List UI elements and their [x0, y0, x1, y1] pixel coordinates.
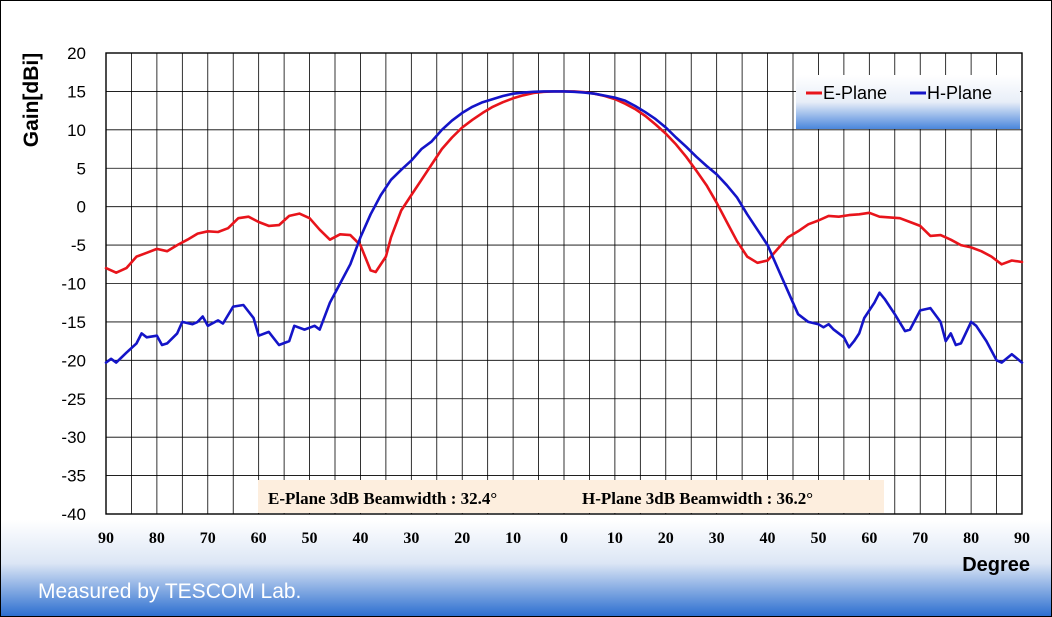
y-tick-label: -30 — [61, 428, 86, 447]
footer-text: Measured by TESCOM Lab. — [38, 580, 301, 603]
series-line-h-plane — [104, 90, 1024, 364]
x-tick-label: 70 — [912, 530, 928, 547]
x-axis-label: Degree — [962, 554, 1030, 576]
y-tick-label: -40 — [61, 505, 86, 524]
legend-label-e-plane: E-Plane — [823, 83, 887, 103]
x-tick-label: 10 — [607, 530, 623, 547]
x-tick-label: 0 — [560, 530, 568, 547]
x-tick-label: 30 — [403, 530, 419, 547]
legend: E-Plane H-Plane — [796, 75, 1020, 129]
x-tick-label: 40 — [352, 530, 368, 547]
y-tick-label: 5 — [77, 159, 86, 178]
x-tick-label: 20 — [454, 530, 470, 547]
y-tick-label: 20 — [67, 44, 86, 63]
y-axis-ticks: 20 15 10 5 0 -5 -10 -15 -20 -25 -30 -35 -40 — [61, 44, 86, 524]
y-axis-label: Gain[dBi] — [20, 53, 43, 148]
grid — [106, 53, 1022, 514]
x-tick-label: 90 — [1014, 530, 1030, 547]
x-axis-ticks: 90 80 70 60 50 40 30 20 10 0 10 20 30 40 50 60 70 80 90 — [98, 530, 1030, 547]
legend-box — [796, 75, 1020, 129]
series-lines — [104, 90, 1024, 364]
x-tick-label: 60 — [861, 530, 877, 547]
x-tick-label: 50 — [810, 530, 826, 547]
x-tick-label: 70 — [200, 530, 216, 547]
y-tick-label: -10 — [61, 275, 86, 294]
y-tick-label: -25 — [61, 390, 86, 409]
plot-border — [105, 52, 1023, 515]
annotation-box — [258, 480, 884, 513]
legend-label-h-plane: H-Plane — [927, 83, 992, 103]
annotation-e-plane: E-Plane 3dB Beamwidth : 32.4° — [268, 489, 497, 508]
y-tick-label: 15 — [67, 82, 86, 101]
x-tick-label: 60 — [251, 530, 267, 547]
beamwidth-annotation: E-Plane 3dB Beamwidth : 32.4° H-Plane 3d… — [258, 480, 884, 513]
y-tick-label: -35 — [61, 467, 86, 486]
y-tick-label: -15 — [61, 313, 86, 332]
y-tick-label: -20 — [61, 351, 86, 370]
x-tick-label: 80 — [963, 530, 979, 547]
x-tick-label: 50 — [302, 530, 318, 547]
x-tick-label: 30 — [709, 530, 725, 547]
y-tick-label: -5 — [71, 236, 86, 255]
annotation-h-plane: H-Plane 3dB Beamwidth : 36.2° — [582, 489, 813, 508]
x-tick-label: 80 — [149, 530, 165, 547]
y-tick-label: 0 — [77, 198, 86, 217]
footer-band — [1, 520, 1051, 616]
x-tick-label: 40 — [760, 530, 776, 547]
x-tick-label: 20 — [658, 530, 674, 547]
x-tick-label: 10 — [505, 530, 521, 547]
y-tick-label: 10 — [67, 121, 86, 140]
x-tick-label: 90 — [98, 530, 114, 547]
